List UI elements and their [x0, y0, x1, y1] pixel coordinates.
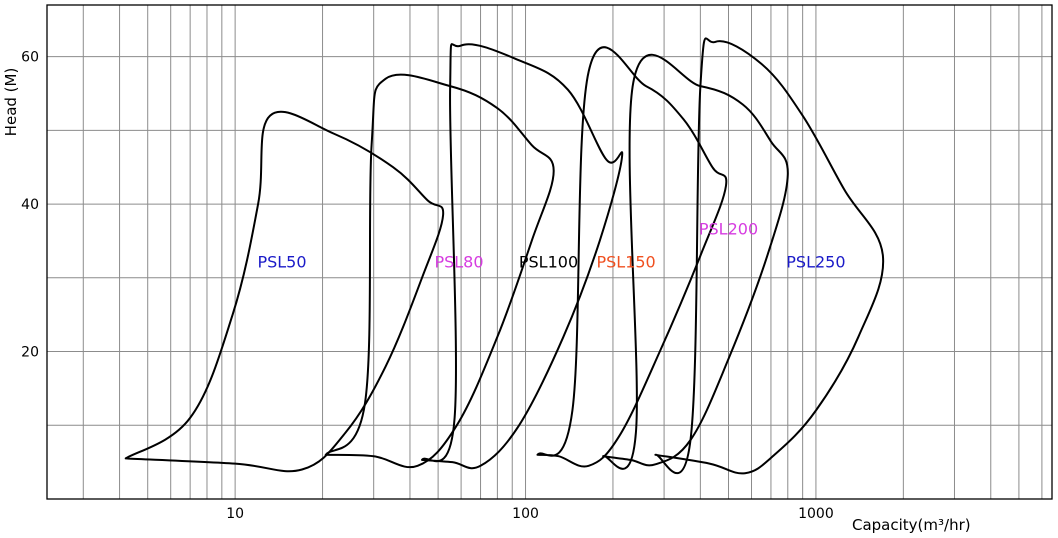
series-label-psl100: PSL100 [519, 253, 578, 272]
grid-lines [47, 5, 1052, 499]
series-labels: PSL50 PSL80 PSL100 PSL150 PSL200 PSL250 [257, 219, 845, 271]
series-label-psl150: PSL150 [596, 253, 655, 272]
series-label-psl50: PSL50 [257, 253, 306, 272]
envelope-psl50 [124, 110, 445, 473]
x-tick-label: 100 [512, 506, 539, 522]
y-axis-label: Head (M) [2, 68, 20, 137]
series-label-psl250: PSL250 [786, 253, 845, 272]
envelope-psl150 [536, 46, 728, 468]
tick-labels: 10 100 1000 20 40 60 [21, 50, 834, 522]
series-label-psl200: PSL200 [699, 219, 758, 238]
envelope-psl100 [421, 43, 624, 470]
series-label-psl80: PSL80 [434, 253, 483, 272]
x-tick-label: 10 [226, 506, 244, 522]
y-tick-label: 40 [21, 197, 39, 213]
pump-envelopes [124, 37, 885, 475]
x-tick-label: 1000 [798, 506, 834, 522]
x-axis-label: Capacity(m³/hr) [852, 516, 971, 534]
y-tick-label: 20 [21, 345, 39, 361]
envelope-psl200 [602, 53, 789, 470]
envelope-psl250 [654, 37, 885, 475]
envelope-psl80 [324, 73, 555, 469]
y-tick-label: 60 [21, 50, 39, 66]
plot-frame [46, 4, 1053, 500]
